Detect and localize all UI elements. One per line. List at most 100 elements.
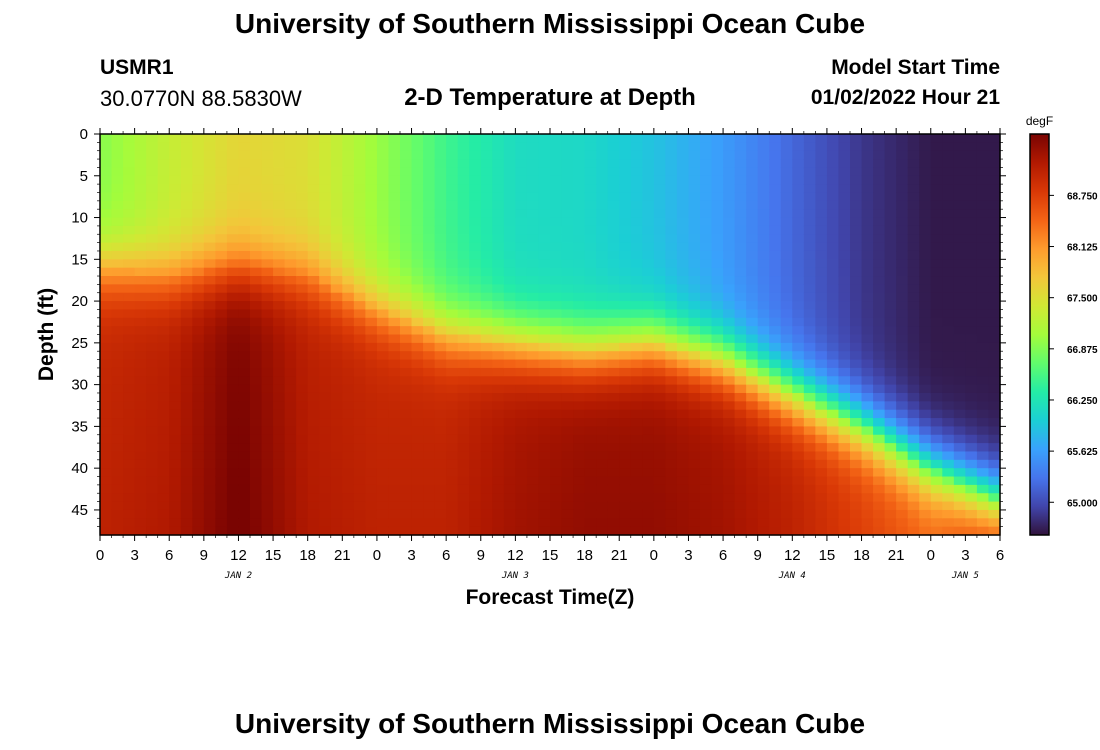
heatmap-cell — [734, 526, 747, 536]
heatmap-cell — [457, 301, 470, 311]
heatmap-cell — [111, 167, 124, 177]
heatmap-cell — [976, 484, 990, 494]
heatmap-cell — [226, 175, 240, 185]
heatmap-cell — [884, 276, 897, 285]
heatmap-cell — [919, 234, 932, 244]
heatmap-cell — [861, 142, 874, 152]
heatmap-cell — [780, 418, 793, 427]
heatmap-cell — [873, 259, 886, 269]
heatmap-cell — [757, 309, 770, 319]
heatmap-cell — [123, 418, 136, 427]
heatmap-cell — [838, 317, 851, 327]
heatmap-cell — [803, 209, 816, 219]
heatmap-cell — [503, 159, 516, 169]
heatmap-cell — [861, 234, 874, 244]
heatmap-cell — [826, 142, 840, 152]
heatmap-cell — [700, 200, 713, 210]
heatmap-cell — [976, 451, 990, 461]
heatmap-cell — [746, 476, 759, 486]
heatmap-cell — [250, 493, 263, 503]
heatmap-cell — [723, 384, 736, 394]
heatmap-cell — [169, 443, 182, 453]
heatmap-cell — [319, 242, 332, 252]
heatmap-cell — [226, 443, 240, 453]
heatmap-cell — [988, 292, 1001, 302]
heatmap-cell — [146, 384, 159, 394]
heatmap-cell — [134, 468, 147, 478]
heatmap-cell — [630, 426, 643, 436]
heatmap-cell — [688, 217, 701, 227]
colorbar-tick-label: 65.000 — [1067, 498, 1098, 509]
heatmap-cell — [273, 367, 286, 377]
heatmap-cell — [238, 184, 251, 194]
heatmap-cell — [146, 426, 159, 436]
heatmap-cell — [307, 292, 320, 302]
heatmap-cell — [976, 284, 990, 294]
heatmap-cell — [988, 459, 1001, 469]
heatmap-cell — [976, 217, 990, 227]
heatmap-cell — [607, 167, 620, 177]
heatmap-cell — [423, 376, 436, 386]
heatmap-cell — [261, 309, 274, 319]
heatmap-cell — [769, 167, 782, 177]
heatmap-cell — [815, 301, 828, 311]
heatmap-cell — [965, 326, 978, 336]
heatmap-cell — [503, 234, 516, 244]
heatmap-cell — [896, 309, 909, 319]
heatmap-cell — [469, 518, 482, 528]
heatmap-cell — [919, 468, 932, 478]
heatmap-cell — [630, 367, 643, 377]
heatmap-cell — [261, 392, 274, 402]
heatmap-cell — [573, 250, 586, 260]
heatmap-cell — [538, 518, 551, 528]
heatmap-cell — [400, 401, 413, 411]
heatmap-cell — [342, 426, 355, 436]
heatmap-cell — [896, 292, 909, 302]
heatmap-cell — [642, 150, 655, 160]
heatmap-cell — [134, 334, 147, 344]
heatmap-cell — [584, 200, 597, 210]
heatmap-cell — [607, 159, 620, 169]
heatmap-cell — [492, 484, 505, 494]
heatmap-cell — [515, 284, 528, 294]
heatmap-cell — [492, 526, 505, 536]
heatmap-cell — [538, 434, 551, 444]
heatmap-cell — [203, 134, 216, 143]
heatmap-cell — [676, 225, 690, 235]
heatmap-cell — [584, 518, 597, 528]
heatmap-cell — [746, 359, 759, 369]
heatmap-cell — [480, 242, 493, 252]
heatmap-cell — [203, 167, 216, 177]
heatmap-cell — [284, 501, 297, 511]
heatmap-cell — [238, 434, 251, 444]
heatmap-cell — [596, 225, 609, 235]
heatmap-cell — [123, 209, 136, 219]
heatmap-cell — [907, 418, 920, 427]
heatmap-cell — [307, 484, 320, 494]
heatmap-cell — [388, 150, 401, 160]
heatmap-cell — [100, 234, 113, 244]
heatmap-cell — [203, 501, 216, 511]
heatmap-cell — [434, 359, 447, 369]
heatmap-cell — [123, 376, 136, 386]
heatmap-cell — [665, 434, 678, 444]
heatmap-cell — [734, 301, 747, 311]
heatmap-cell — [284, 493, 297, 503]
heatmap-cell — [411, 301, 424, 311]
heatmap-cell — [884, 392, 897, 402]
heatmap-cell — [907, 509, 920, 519]
heatmap-cell — [215, 501, 228, 511]
heatmap-cell — [942, 142, 955, 152]
heatmap-cell — [746, 250, 759, 260]
heatmap-cell — [446, 409, 459, 419]
heatmap-cell — [988, 175, 1001, 185]
heatmap-cell — [561, 501, 574, 511]
heatmap-cell — [826, 276, 840, 285]
heatmap-cell — [319, 401, 332, 411]
heatmap-cell — [780, 301, 793, 311]
heatmap-cell — [561, 509, 574, 519]
heatmap-cell — [596, 209, 609, 219]
heatmap-cell — [873, 159, 886, 169]
heatmap-cell — [296, 242, 309, 252]
heatmap-cell — [480, 134, 493, 143]
